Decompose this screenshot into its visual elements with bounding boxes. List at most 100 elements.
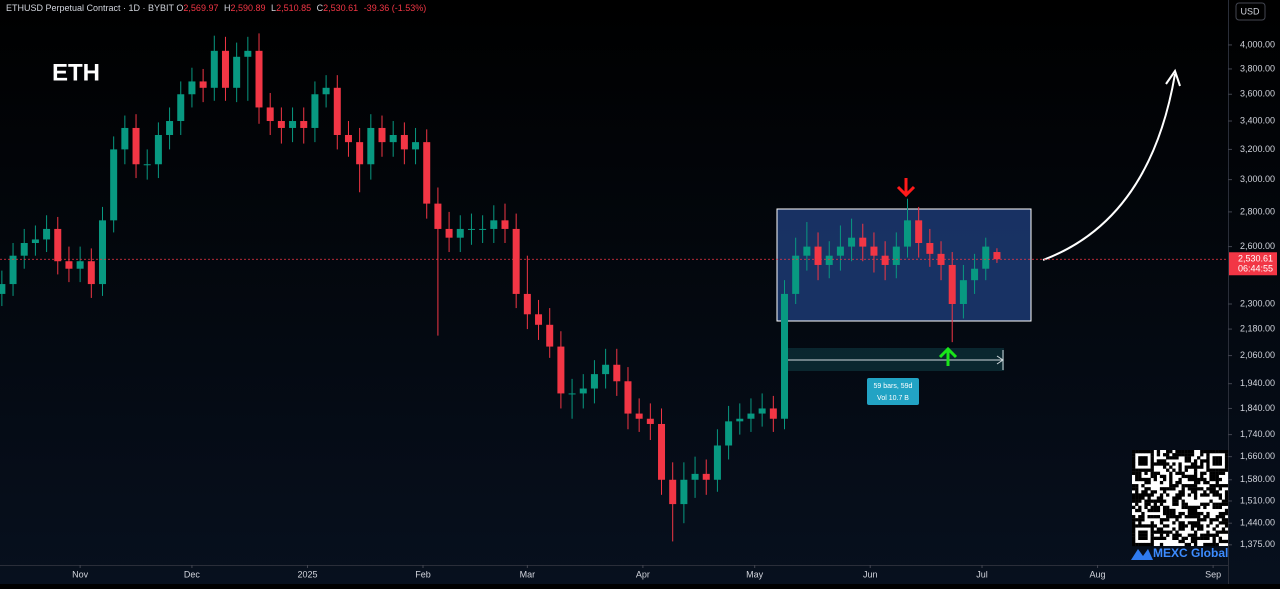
qr-module [1166, 493, 1170, 497]
qr-module [1172, 533, 1176, 537]
qr-module [1141, 459, 1145, 463]
qr-module [1200, 493, 1204, 497]
qr-module [1215, 493, 1219, 497]
candle-body [590, 374, 598, 389]
qr-module [1206, 533, 1210, 537]
qr-module [1212, 533, 1216, 537]
qr-module [1178, 521, 1182, 525]
candle-body [177, 94, 185, 122]
candle-body [43, 228, 51, 240]
qr-module [1209, 521, 1213, 525]
qr-module [1135, 490, 1139, 494]
qr-module [1135, 542, 1139, 547]
qr-module [1193, 511, 1198, 516]
qr-module [1200, 465, 1204, 469]
qr-module [1212, 505, 1216, 510]
qr-module [1147, 450, 1151, 454]
qr-module [1187, 456, 1192, 460]
qr-module [1224, 484, 1229, 488]
qr-module [1215, 490, 1219, 494]
qr-module [1206, 468, 1210, 472]
qr-module [1221, 484, 1226, 488]
qr-module [1141, 533, 1145, 537]
qr-module [1215, 471, 1219, 475]
qr-module [1224, 459, 1229, 463]
qr-module [1181, 505, 1185, 510]
qr-module [1162, 524, 1167, 528]
qr-module [1209, 474, 1213, 479]
qr-module [1172, 468, 1176, 472]
candle-body [915, 220, 923, 244]
currency-box[interactable] [1235, 2, 1266, 21]
candle-body [412, 142, 420, 150]
qr-module [1178, 515, 1182, 519]
qr-module [1178, 524, 1182, 528]
qr-module [1181, 536, 1185, 541]
qr-module [1187, 477, 1192, 482]
qr-module [1132, 450, 1136, 454]
qr-module [1209, 499, 1213, 503]
change: -39.36 (-1.53%) [363, 3, 427, 13]
qr-module [1144, 524, 1148, 528]
qr-module [1159, 542, 1164, 547]
qr-module [1150, 465, 1154, 469]
qr-module [1181, 474, 1185, 479]
qr-module [1206, 530, 1210, 534]
qr-module [1141, 450, 1145, 454]
qr-module [1203, 471, 1207, 475]
qr-module [1203, 477, 1207, 482]
qr-module [1144, 487, 1148, 491]
qr-module [1215, 474, 1219, 479]
qr-module [1184, 474, 1188, 479]
qr-module [1138, 456, 1142, 460]
qr-module [1218, 450, 1223, 454]
qr-module [1212, 493, 1216, 497]
qr-module [1193, 539, 1198, 544]
qr-module [1135, 484, 1139, 488]
qr-module [1181, 502, 1185, 506]
qr-module [1141, 518, 1145, 522]
qr-module [1218, 530, 1223, 534]
qr-module [1224, 524, 1229, 528]
qr-module [1135, 524, 1139, 528]
qr-module [1138, 477, 1142, 482]
qr-module [1187, 515, 1192, 519]
qr-module [1178, 471, 1182, 475]
qr-module [1159, 499, 1164, 503]
qr-module [1169, 530, 1173, 534]
qr-module [1150, 521, 1154, 525]
currency[interactable]: USD [1240, 6, 1260, 16]
qr-module [1147, 508, 1151, 513]
qr-module [1175, 502, 1179, 506]
qr-module [1150, 539, 1154, 544]
qr-module [1132, 533, 1136, 537]
qr-module [1215, 515, 1219, 519]
qr-module [1221, 530, 1226, 534]
qr-module [1147, 496, 1151, 500]
qr-module [1138, 542, 1142, 547]
qr-module [1197, 536, 1201, 541]
qr-module [1150, 471, 1154, 475]
candle-body [479, 228, 487, 230]
symbol: ETHUSD Perpetual Contract · 1D · BYBIT [6, 3, 174, 13]
qr-module [1184, 542, 1188, 547]
qr-module [1190, 453, 1195, 457]
qr-module [1215, 502, 1219, 506]
qr-module [1187, 521, 1192, 525]
candle-body [76, 261, 84, 269]
qr-module [1162, 511, 1167, 516]
qr-module [1172, 499, 1176, 503]
qr-module [1172, 515, 1176, 519]
x-tick-label: Dec [184, 569, 201, 579]
qr-module [1132, 496, 1136, 500]
qr-module [1221, 511, 1226, 516]
qr-module [1159, 487, 1164, 491]
qr-module [1212, 462, 1216, 466]
candle-body [322, 87, 330, 95]
candle-body [289, 121, 297, 128]
qr-module [1178, 527, 1182, 531]
legend-header: ETHUSD Perpetual Contract · 1D · BYBIT O… [6, 3, 429, 13]
x-tick-label: Jul [976, 569, 988, 579]
qr-module [1221, 515, 1226, 519]
qr-module [1144, 468, 1148, 472]
